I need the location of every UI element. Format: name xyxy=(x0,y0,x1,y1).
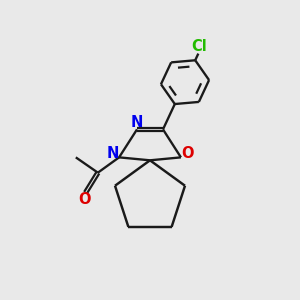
Text: N: N xyxy=(130,116,142,130)
Text: O: O xyxy=(78,192,90,207)
Text: Cl: Cl xyxy=(191,39,207,54)
Text: O: O xyxy=(181,146,194,161)
Text: N: N xyxy=(106,146,119,161)
